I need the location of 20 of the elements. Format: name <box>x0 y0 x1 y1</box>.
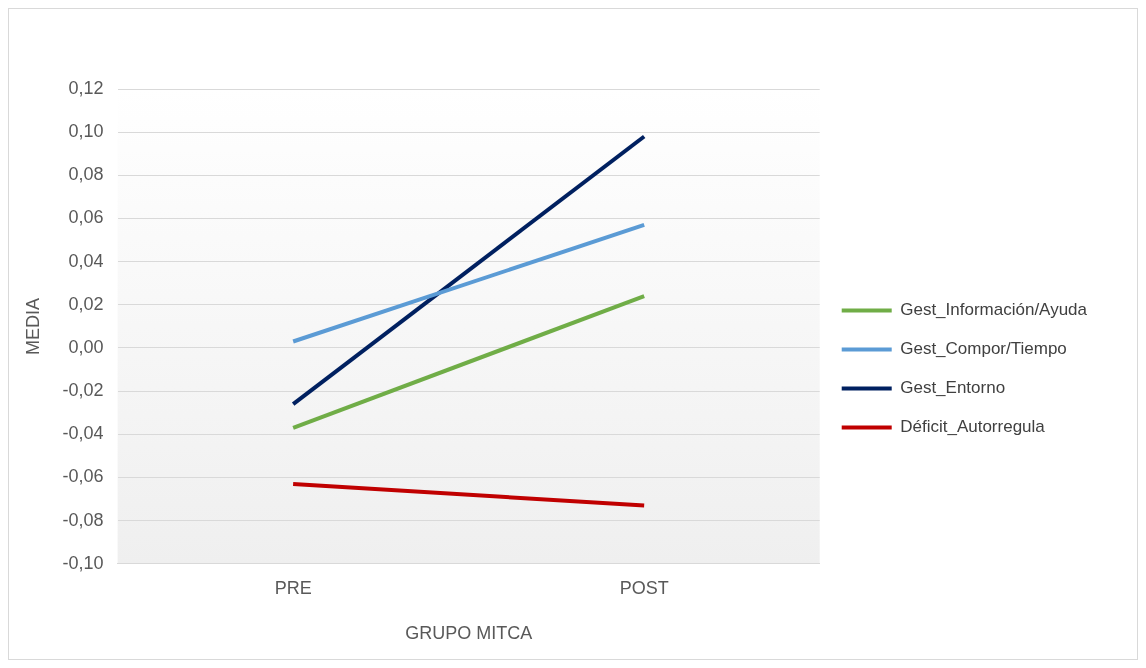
legend-label: Gest_Compor/Tiempo <box>900 339 1067 359</box>
y-tick-label: 0,10 <box>68 121 104 142</box>
y-tick-label: -0,04 <box>62 423 104 444</box>
legend-label: Gest_Información/Ayuda <box>900 300 1088 320</box>
y-tick-label: -0,10 <box>62 552 104 573</box>
x-tick-label: POST <box>619 577 669 598</box>
legend-label: Gest_Entorno <box>900 378 1006 398</box>
y-tick-label: 0,02 <box>68 293 104 314</box>
y-tick-label: 0,08 <box>68 164 104 185</box>
x-tick-label: PRE <box>274 577 312 598</box>
y-tick-label: 0,06 <box>68 207 104 228</box>
y-tick-label: 0,04 <box>68 250 104 271</box>
y-tick-label: -0,08 <box>62 509 104 530</box>
y-tick-label: 0,00 <box>68 336 104 357</box>
y-tick-label: 0,12 <box>68 77 104 98</box>
y-tick-label: -0,06 <box>62 466 104 487</box>
x-axis-title: GRUPO MITCA <box>405 623 533 644</box>
y-tick-label: -0,02 <box>62 380 104 401</box>
legend-label: Déficit_Autorregula <box>900 417 1046 437</box>
y-axis-title: MEDIA <box>22 297 43 355</box>
